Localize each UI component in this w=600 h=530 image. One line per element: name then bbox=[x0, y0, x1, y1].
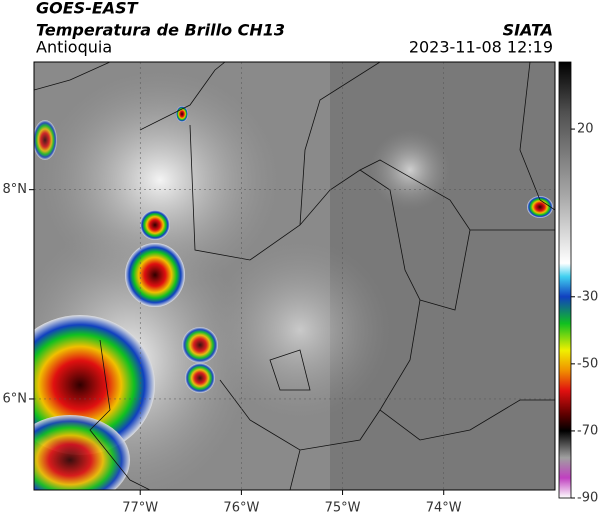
lat-tick-label: 8°N bbox=[3, 182, 28, 197]
colorbar-tick-label: 20 bbox=[577, 122, 594, 137]
datetime: 2023-11-08 12:19 bbox=[409, 38, 553, 57]
lon-tick-label: 75°W bbox=[325, 501, 361, 516]
colorbar-tick-label: -50 bbox=[577, 356, 598, 371]
graticule bbox=[34, 62, 555, 490]
region: Antioquia bbox=[36, 38, 112, 57]
colorbar-tick-label: -30 bbox=[577, 289, 598, 304]
colorbar-tick-label: -70 bbox=[577, 423, 598, 438]
colorbar-tick-label: -90 bbox=[577, 491, 598, 506]
satellite-image bbox=[34, 62, 555, 490]
lon-tick-label: 74°W bbox=[426, 501, 462, 516]
subtitle: Temperatura de Brillo CH13 bbox=[36, 21, 285, 40]
map-frame bbox=[33, 61, 556, 491]
colorbar bbox=[558, 61, 572, 499]
title: GOES-EAST bbox=[36, 0, 139, 18]
lon-tick-label: 77°W bbox=[122, 501, 158, 516]
lon-tick-label: 76°W bbox=[223, 501, 259, 516]
lat-tick-label: 6°N bbox=[3, 391, 28, 406]
source: SIATA bbox=[503, 21, 553, 40]
